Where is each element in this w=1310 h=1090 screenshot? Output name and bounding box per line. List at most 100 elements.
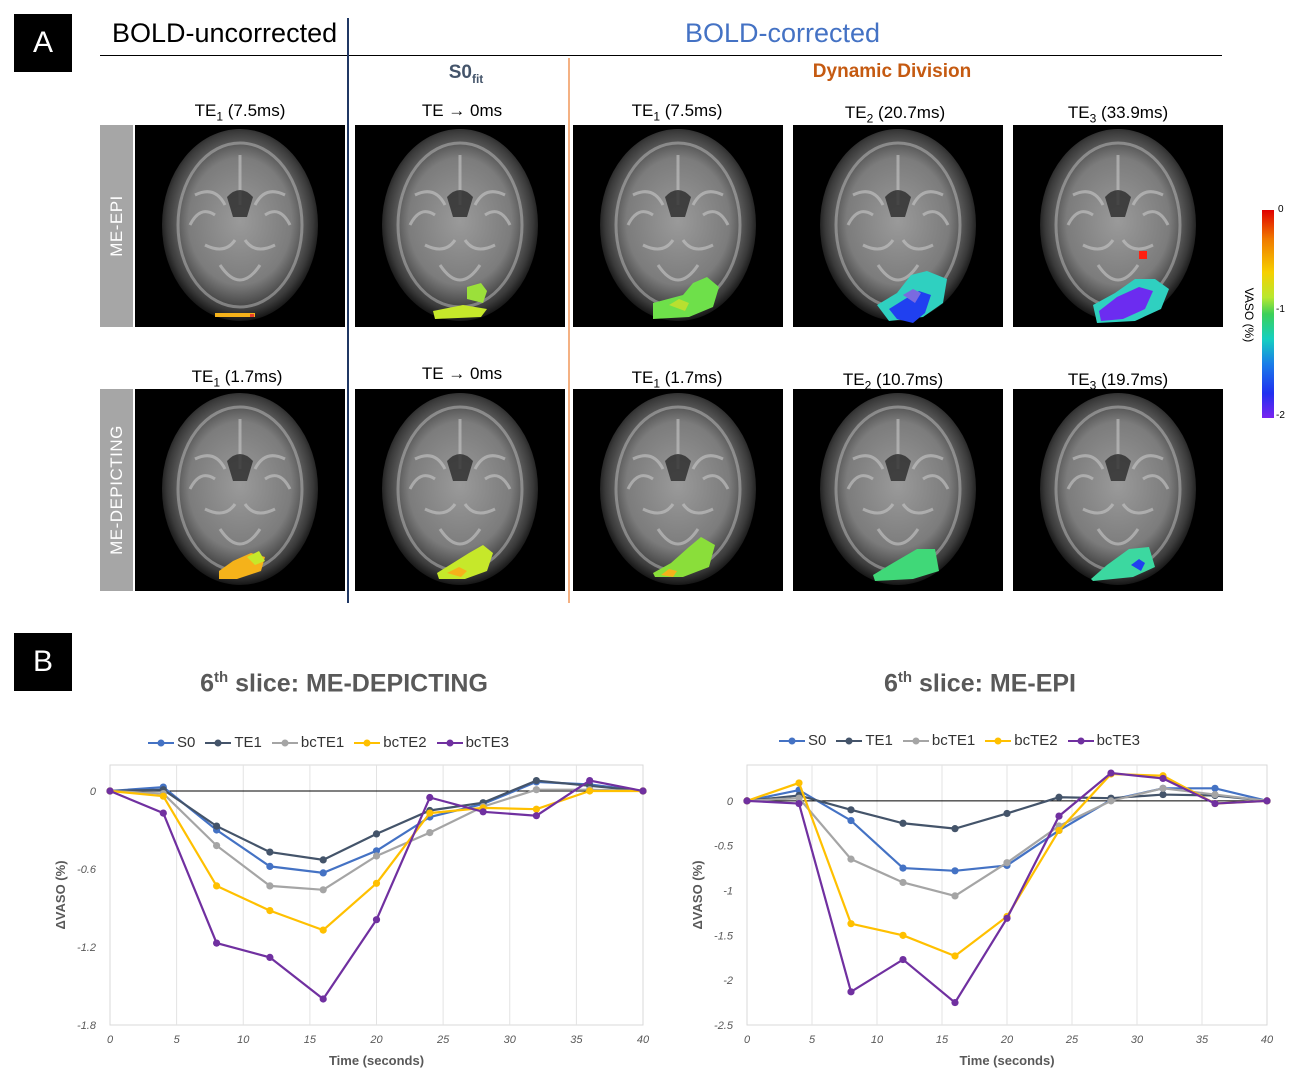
- legend-marker: [436, 739, 463, 746]
- data-point: [899, 864, 907, 872]
- data-point: [372, 916, 381, 924]
- brain-folds: [1066, 155, 1170, 282]
- legend-item-bcte1: bcTE1: [271, 734, 345, 751]
- data-point: [1211, 784, 1219, 792]
- legend-marker: [1067, 737, 1094, 744]
- x-tick-label: 40: [637, 1034, 650, 1046]
- x-tick-label: 20: [1000, 1034, 1014, 1046]
- x-tick-label: 0: [107, 1034, 114, 1046]
- data-point: [795, 799, 803, 808]
- legend-marker: [779, 737, 805, 744]
- activation-blob: [889, 291, 931, 323]
- data-point: [847, 855, 855, 863]
- brain-slice-image: [573, 389, 783, 591]
- x-tick-label: 15: [936, 1034, 949, 1046]
- legend-label: bcTE2: [1014, 732, 1058, 749]
- brain-outline: [162, 393, 318, 585]
- x-tick-label: 30: [1131, 1034, 1144, 1046]
- data-point: [159, 809, 167, 817]
- x-tick-label: 35: [1196, 1034, 1209, 1046]
- legend-label: bcTE1: [300, 734, 345, 751]
- y-tick-label: 0: [727, 796, 734, 808]
- data-point: [899, 819, 907, 827]
- y-axis-label: ΔVASO (%): [690, 860, 705, 929]
- header-bold-uncorrected: BOLD-uncorrected: [112, 18, 338, 48]
- x-tick-label: 30: [504, 1034, 517, 1046]
- activation-blob: [669, 299, 689, 311]
- te-label: TE → 0ms: [421, 364, 503, 383]
- data-point: [847, 806, 855, 814]
- y-tick-label: -2: [723, 975, 733, 987]
- data-point: [1003, 914, 1011, 922]
- legend-item-te1: TE1: [836, 732, 893, 749]
- activation-blob: [1091, 547, 1155, 581]
- colorbar-tick: -2: [1276, 410, 1285, 421]
- legend-label: TE1: [234, 734, 262, 751]
- brain-slice-image: [793, 389, 1003, 591]
- data-point: [106, 787, 114, 795]
- legend-marker: [836, 737, 863, 744]
- data-point: [639, 787, 647, 795]
- data-point: [532, 786, 540, 794]
- x-tick-label: 40: [1261, 1034, 1274, 1046]
- separator-uncorrected: [347, 18, 349, 603]
- te-label: TE1 (1.7ms): [191, 367, 283, 390]
- brain-slice-image: [135, 125, 345, 327]
- y-tick-label: -1.2: [77, 942, 96, 954]
- x-axis-label: Time (seconds): [959, 1053, 1054, 1068]
- legend-label: S0: [808, 732, 827, 749]
- brain-outline: [600, 129, 756, 321]
- activation-blob: [250, 314, 254, 317]
- subheader-dynamic-division: Dynamic Division: [812, 61, 972, 82]
- activation-blob: [467, 283, 487, 303]
- activation-blob: [661, 569, 677, 577]
- x-axis-label: Time (seconds): [329, 1053, 424, 1068]
- separator-dynamic: [568, 58, 570, 603]
- te-label: TE2 (10.7ms): [842, 370, 944, 393]
- data-point: [1055, 793, 1063, 801]
- data-point: [1107, 769, 1115, 777]
- data-point: [319, 869, 327, 877]
- brain-folds: [846, 155, 950, 282]
- data-point: [1107, 797, 1115, 805]
- legend-label: bcTE2: [383, 734, 427, 751]
- data-point: [1159, 774, 1167, 783]
- panel-a-label: A: [14, 14, 72, 72]
- activation-blob: [653, 537, 715, 577]
- te-label: TE1 (7.5ms): [194, 101, 286, 124]
- data-point: [1211, 799, 1219, 808]
- data-point: [951, 998, 959, 1007]
- data-point: [372, 830, 381, 838]
- activation-blob: [1139, 251, 1147, 259]
- x-tick-label: 20: [369, 1034, 383, 1046]
- activation-blob: [1131, 559, 1145, 571]
- data-point: [1003, 859, 1011, 867]
- vaso-colorbar: [1262, 210, 1274, 418]
- brain-slice-image: [793, 125, 1003, 327]
- data-point: [266, 907, 274, 915]
- legend-item-s0: S0: [779, 732, 826, 749]
- legend-marker: [902, 737, 929, 744]
- data-point: [319, 926, 327, 934]
- brain-outline: [162, 129, 318, 321]
- colorbar-title: VASO (%): [1242, 287, 1257, 343]
- y-tick-label: -0.5: [714, 841, 734, 853]
- data-point: [213, 842, 221, 850]
- row-label-me-epi: ME-EPI: [100, 125, 133, 327]
- y-tick-label: 0: [90, 786, 97, 798]
- chart-legend: S0 TE1 bcTE1 bcTE2 bcTE3: [779, 732, 1140, 749]
- x-tick-label: 5: [809, 1034, 816, 1046]
- brain-outline: [1040, 393, 1196, 585]
- x-tick-label: 15: [304, 1034, 317, 1046]
- activation-blob: [215, 313, 255, 317]
- data-point: [951, 952, 959, 960]
- subheader-s0fit: S0fit: [448, 62, 484, 86]
- data-point: [847, 920, 855, 928]
- legend-marker: [985, 737, 1012, 744]
- brain-slice-image: [355, 389, 565, 591]
- x-tick-label: 25: [1065, 1034, 1079, 1046]
- ventricle: [885, 454, 911, 481]
- brain-slice-image: [135, 389, 345, 591]
- x-tick-label: 10: [237, 1034, 250, 1046]
- te-label: TE3 (19.7ms): [1067, 370, 1169, 393]
